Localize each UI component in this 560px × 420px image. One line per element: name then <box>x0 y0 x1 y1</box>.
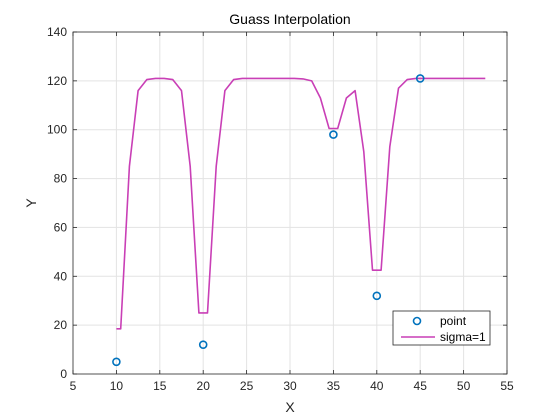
legend: point sigma=1 <box>392 310 491 346</box>
y-tick-label: 20 <box>54 318 68 332</box>
x-tick-label: 20 <box>197 379 211 393</box>
legend-marker-point <box>412 316 422 326</box>
legend-label-point: point <box>440 314 467 328</box>
y-tick-label: 140 <box>47 25 67 39</box>
x-tick-label: 45 <box>414 379 428 393</box>
series-layer <box>112 74 486 367</box>
data-point <box>372 291 382 301</box>
x-tick-label: 25 <box>240 379 254 393</box>
y-tick-label: 0 <box>60 367 67 381</box>
y-tick-label: 120 <box>47 74 67 88</box>
x-tick-label: 30 <box>283 379 297 393</box>
legend-label-sigma: sigma=1 <box>440 330 486 344</box>
y-tick-label: 60 <box>54 220 68 234</box>
y-tick-label: 100 <box>47 123 67 137</box>
y-axis-label: Y <box>23 198 39 208</box>
x-tick-label: 15 <box>153 379 167 393</box>
ticks: 5 10 15 20 25 30 35 40 45 50 55 0 20 40 60 80 100 120 140 <box>47 25 514 393</box>
x-tick-label: 10 <box>110 379 124 393</box>
x-tick-label: 55 <box>500 379 514 393</box>
x-tick-label: 40 <box>370 379 384 393</box>
legend-box <box>392 310 491 346</box>
y-tick-label: 40 <box>54 269 68 283</box>
data-point <box>329 130 338 139</box>
y-tick-label: 80 <box>54 172 68 186</box>
chart-title: Guass Interpolation <box>229 11 350 27</box>
x-tick-label: 5 <box>70 379 77 393</box>
data-point <box>112 357 121 367</box>
x-tick-label: 35 <box>327 379 341 393</box>
data-point <box>415 74 425 83</box>
x-axis-label: X <box>285 399 295 415</box>
data-point <box>198 340 208 349</box>
x-tick-label: 50 <box>457 379 471 393</box>
